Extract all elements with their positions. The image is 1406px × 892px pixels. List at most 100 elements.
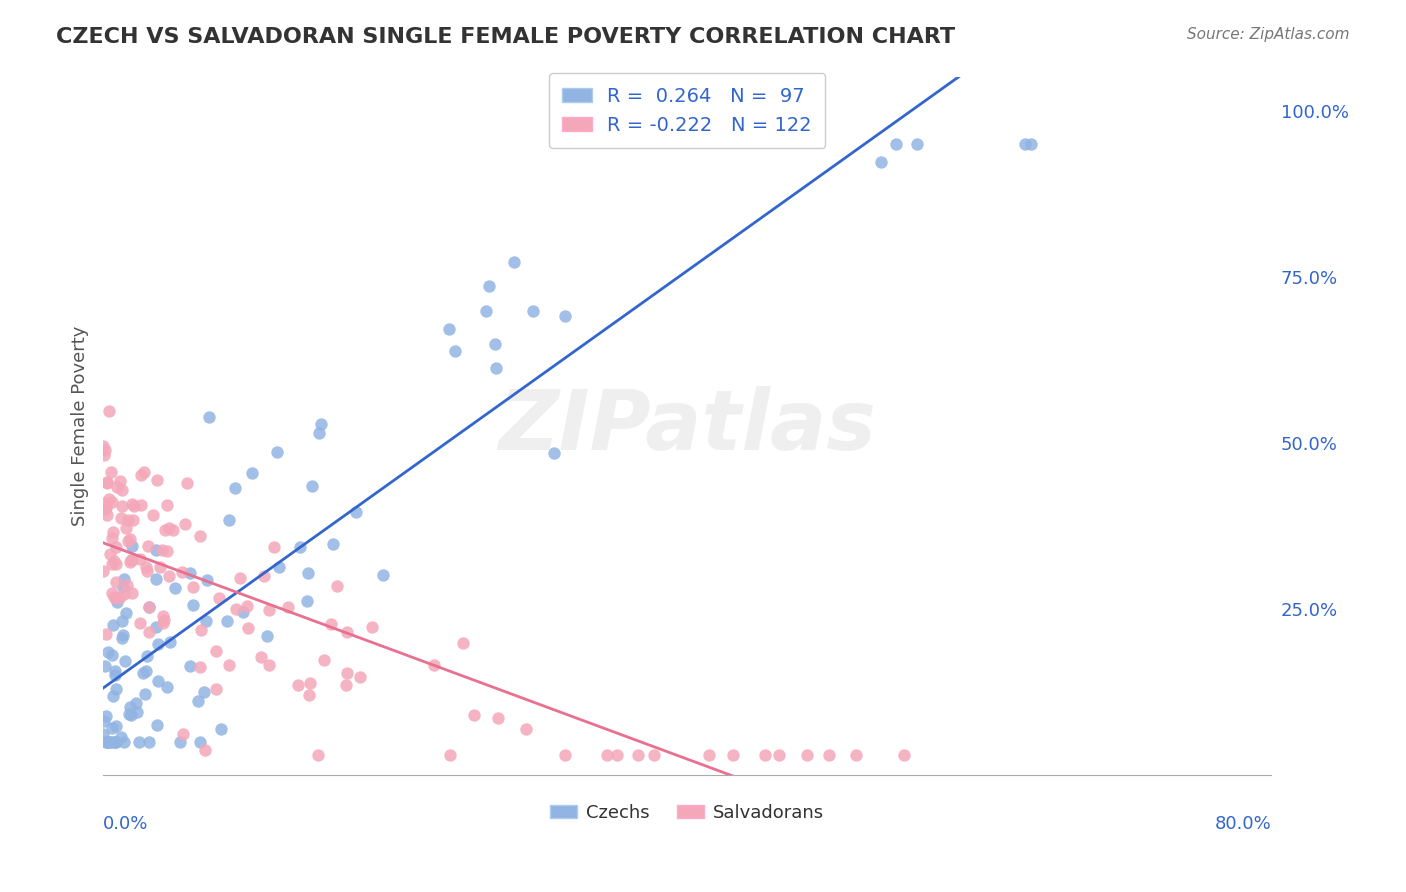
Point <box>301 479 323 493</box>
Point <box>869 155 891 169</box>
Point <box>188 735 211 749</box>
Point <box>484 337 506 351</box>
Point <box>110 614 132 628</box>
Point <box>503 255 526 269</box>
Point <box>474 303 496 318</box>
Point <box>110 511 132 525</box>
Point <box>181 580 204 594</box>
Point <box>218 513 240 527</box>
Point <box>129 498 152 512</box>
Point <box>179 659 201 673</box>
Point <box>120 533 142 547</box>
Point <box>195 614 218 628</box>
Point <box>136 564 159 578</box>
Point <box>117 534 139 549</box>
Point <box>121 553 143 567</box>
Point <box>444 343 467 358</box>
Point <box>152 615 174 630</box>
Point <box>112 628 135 642</box>
Point <box>134 687 156 701</box>
Point <box>886 136 908 151</box>
Point <box>93 440 115 454</box>
Point <box>297 566 319 580</box>
Point <box>176 476 198 491</box>
Point <box>93 501 115 516</box>
Point <box>197 410 219 425</box>
Point <box>515 722 537 736</box>
Point <box>132 665 155 680</box>
Point <box>554 748 576 763</box>
Point <box>240 466 263 480</box>
Text: ZIPatlas: ZIPatlas <box>498 386 876 467</box>
Point <box>225 601 247 615</box>
Point <box>298 688 321 702</box>
Point <box>197 574 219 588</box>
Point <box>94 442 117 457</box>
Point <box>229 571 252 585</box>
Point <box>232 605 254 619</box>
Point <box>114 653 136 667</box>
Point <box>101 495 124 509</box>
Point <box>104 664 127 678</box>
Point <box>115 606 138 620</box>
Point <box>129 552 152 566</box>
Text: Source: ZipAtlas.com: Source: ZipAtlas.com <box>1187 27 1350 42</box>
Point <box>111 483 134 498</box>
Point <box>224 481 246 495</box>
Point <box>335 678 357 692</box>
Point <box>336 624 359 639</box>
Point <box>135 560 157 574</box>
Point <box>103 735 125 749</box>
Point <box>93 449 115 463</box>
Point <box>121 586 143 600</box>
Point <box>103 590 125 604</box>
Point <box>439 748 461 763</box>
Point <box>104 591 127 605</box>
Point <box>485 360 508 375</box>
Point <box>437 321 460 335</box>
Point <box>149 559 172 574</box>
Point <box>110 474 132 488</box>
Point <box>193 685 215 699</box>
Point <box>122 499 145 513</box>
Point <box>146 637 169 651</box>
Point <box>155 681 177 695</box>
Point <box>295 594 318 608</box>
Point <box>250 649 273 664</box>
Point <box>101 648 124 663</box>
Point <box>256 629 278 643</box>
Point <box>93 496 115 510</box>
Point <box>486 711 509 725</box>
Point <box>463 708 485 723</box>
Point <box>336 666 359 681</box>
Point <box>136 539 159 553</box>
Point <box>893 748 915 763</box>
Point <box>96 475 118 489</box>
Point <box>172 566 194 580</box>
Point <box>118 706 141 721</box>
Point <box>236 599 259 613</box>
Point <box>96 735 118 749</box>
Text: 80.0%: 80.0% <box>1215 815 1271 833</box>
Point <box>309 417 332 432</box>
Point <box>121 539 143 553</box>
Point <box>277 600 299 615</box>
Text: CZECH VS SALVADORAN SINGLE FEMALE POVERTY CORRELATION CHART: CZECH VS SALVADORAN SINGLE FEMALE POVERT… <box>56 27 955 46</box>
Point <box>174 516 197 531</box>
Point <box>97 735 120 749</box>
Point <box>153 523 176 537</box>
Point <box>172 727 194 741</box>
Point <box>111 499 134 513</box>
Point <box>120 553 142 567</box>
Point <box>97 491 120 506</box>
Point <box>259 603 281 617</box>
Point <box>257 657 280 672</box>
Point <box>105 558 128 572</box>
Point <box>98 735 121 749</box>
Point <box>138 624 160 639</box>
Point <box>94 626 117 640</box>
Point <box>142 508 165 522</box>
Point <box>156 498 179 512</box>
Point <box>218 658 240 673</box>
Point <box>94 501 117 516</box>
